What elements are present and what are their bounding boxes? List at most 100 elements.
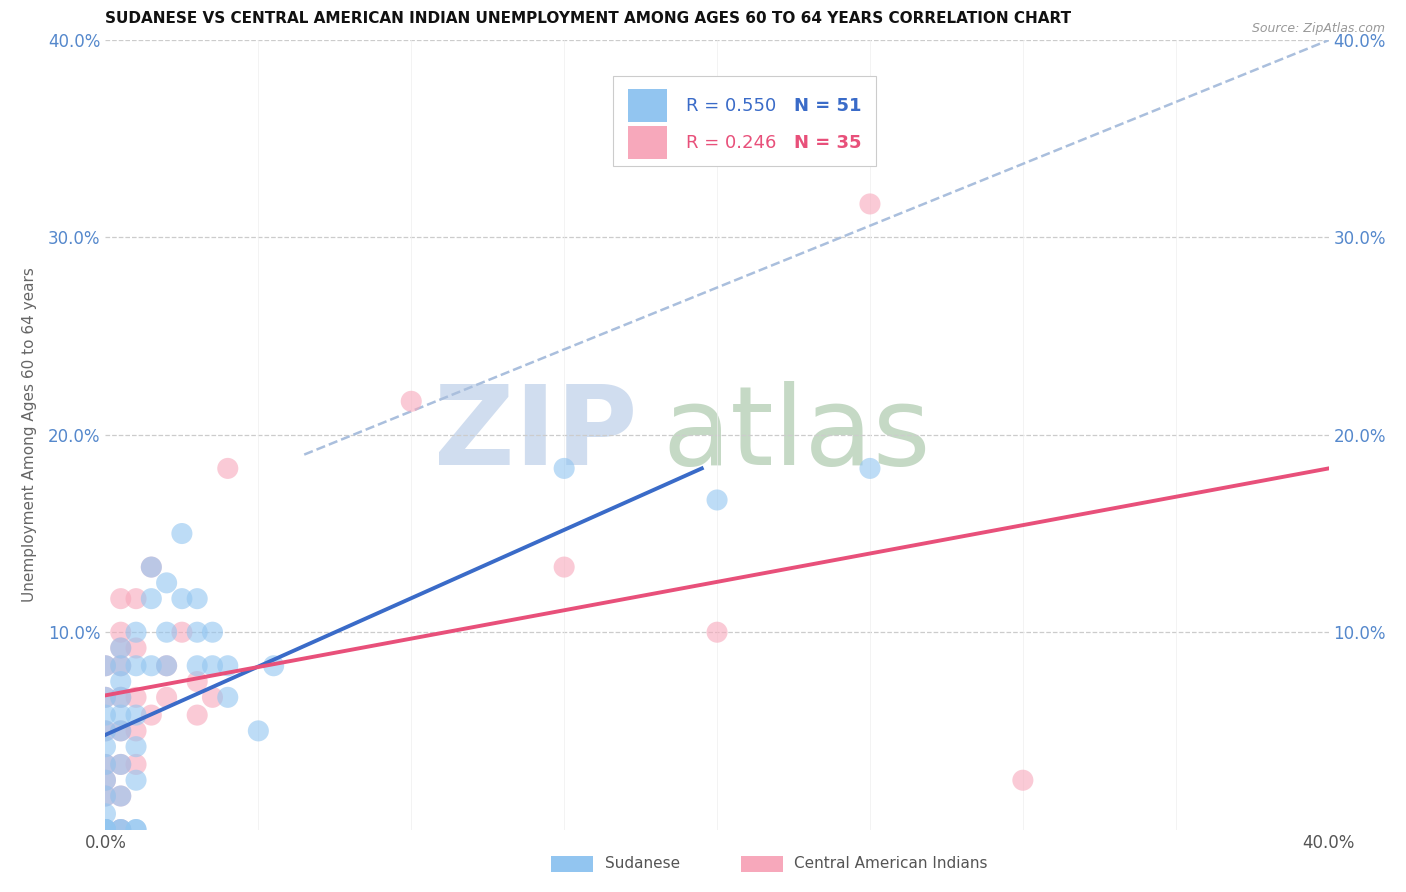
Point <box>110 708 132 723</box>
Text: Central American Indians: Central American Indians <box>794 856 988 871</box>
Point <box>170 526 193 541</box>
Point <box>1011 773 1033 788</box>
Point <box>201 658 224 673</box>
Text: R = 0.550: R = 0.550 <box>686 96 776 115</box>
Point <box>706 493 728 508</box>
Point <box>155 690 177 705</box>
Point <box>247 723 270 738</box>
Point <box>110 625 132 640</box>
Bar <box>627 126 666 160</box>
Point <box>110 757 132 772</box>
Point <box>110 723 132 738</box>
Point <box>263 658 285 673</box>
Point <box>94 789 117 803</box>
Point <box>110 822 132 837</box>
Point <box>110 789 132 803</box>
Point <box>141 560 163 574</box>
Point <box>155 658 177 673</box>
Point <box>94 658 117 673</box>
Point <box>94 822 117 837</box>
Point <box>94 789 117 803</box>
Point <box>94 723 117 738</box>
Point <box>94 822 117 837</box>
Point <box>217 690 239 705</box>
Point <box>186 591 208 606</box>
Text: Sudanese: Sudanese <box>605 856 679 871</box>
Point <box>94 723 117 738</box>
Bar <box>741 856 783 872</box>
Point <box>94 773 117 788</box>
Text: N = 51: N = 51 <box>794 96 862 115</box>
Point <box>125 640 148 655</box>
Point <box>141 560 163 574</box>
Point <box>110 640 132 655</box>
Point <box>94 690 117 705</box>
Point <box>110 822 132 837</box>
Point <box>94 739 117 754</box>
Text: ZIP: ZIP <box>434 382 637 488</box>
Point <box>94 658 117 673</box>
Point <box>110 757 132 772</box>
Point <box>110 789 132 803</box>
Point <box>110 690 132 705</box>
Point <box>170 625 193 640</box>
Point <box>170 591 193 606</box>
Point <box>125 822 148 837</box>
Point <box>155 658 177 673</box>
Point <box>186 708 208 723</box>
Point <box>110 640 132 655</box>
Point <box>553 560 575 574</box>
Point <box>125 690 148 705</box>
Point <box>125 591 148 606</box>
Point <box>94 822 117 837</box>
Point <box>706 625 728 640</box>
Point <box>94 822 117 837</box>
Point <box>125 757 148 772</box>
Point <box>141 591 163 606</box>
Point <box>94 757 117 772</box>
Point <box>110 591 132 606</box>
Point <box>155 575 177 590</box>
Point <box>201 625 224 640</box>
Point <box>186 658 208 673</box>
Point <box>201 690 224 705</box>
Point <box>94 806 117 821</box>
Point <box>859 197 882 211</box>
Point <box>110 674 132 689</box>
Point <box>94 822 117 837</box>
Text: Source: ZipAtlas.com: Source: ZipAtlas.com <box>1251 22 1385 36</box>
Point <box>94 773 117 788</box>
Point <box>110 690 132 705</box>
Point <box>217 658 239 673</box>
Point <box>141 708 163 723</box>
Point <box>110 658 132 673</box>
Point <box>125 723 148 738</box>
Point <box>141 658 163 673</box>
Point <box>155 625 177 640</box>
Bar <box>627 89 666 122</box>
Point <box>94 708 117 723</box>
Point <box>110 723 132 738</box>
Point <box>125 822 148 837</box>
Point <box>94 757 117 772</box>
Point <box>110 822 132 837</box>
Point <box>94 822 117 837</box>
Point <box>125 773 148 788</box>
Point <box>186 674 208 689</box>
Point <box>859 461 882 475</box>
Point <box>125 658 148 673</box>
Point <box>94 690 117 705</box>
Text: R = 0.246: R = 0.246 <box>686 134 778 152</box>
Text: SUDANESE VS CENTRAL AMERICAN INDIAN UNEMPLOYMENT AMONG AGES 60 TO 64 YEARS CORRE: SUDANESE VS CENTRAL AMERICAN INDIAN UNEM… <box>105 12 1071 27</box>
Text: N = 35: N = 35 <box>794 134 862 152</box>
Point <box>110 658 132 673</box>
Point <box>186 625 208 640</box>
Point <box>553 461 575 475</box>
Text: atlas: atlas <box>662 382 931 488</box>
Point <box>217 461 239 475</box>
Bar <box>551 856 593 872</box>
Point <box>125 708 148 723</box>
Point <box>125 625 148 640</box>
Y-axis label: Unemployment Among Ages 60 to 64 years: Unemployment Among Ages 60 to 64 years <box>22 268 37 602</box>
FancyBboxPatch shape <box>613 76 876 167</box>
